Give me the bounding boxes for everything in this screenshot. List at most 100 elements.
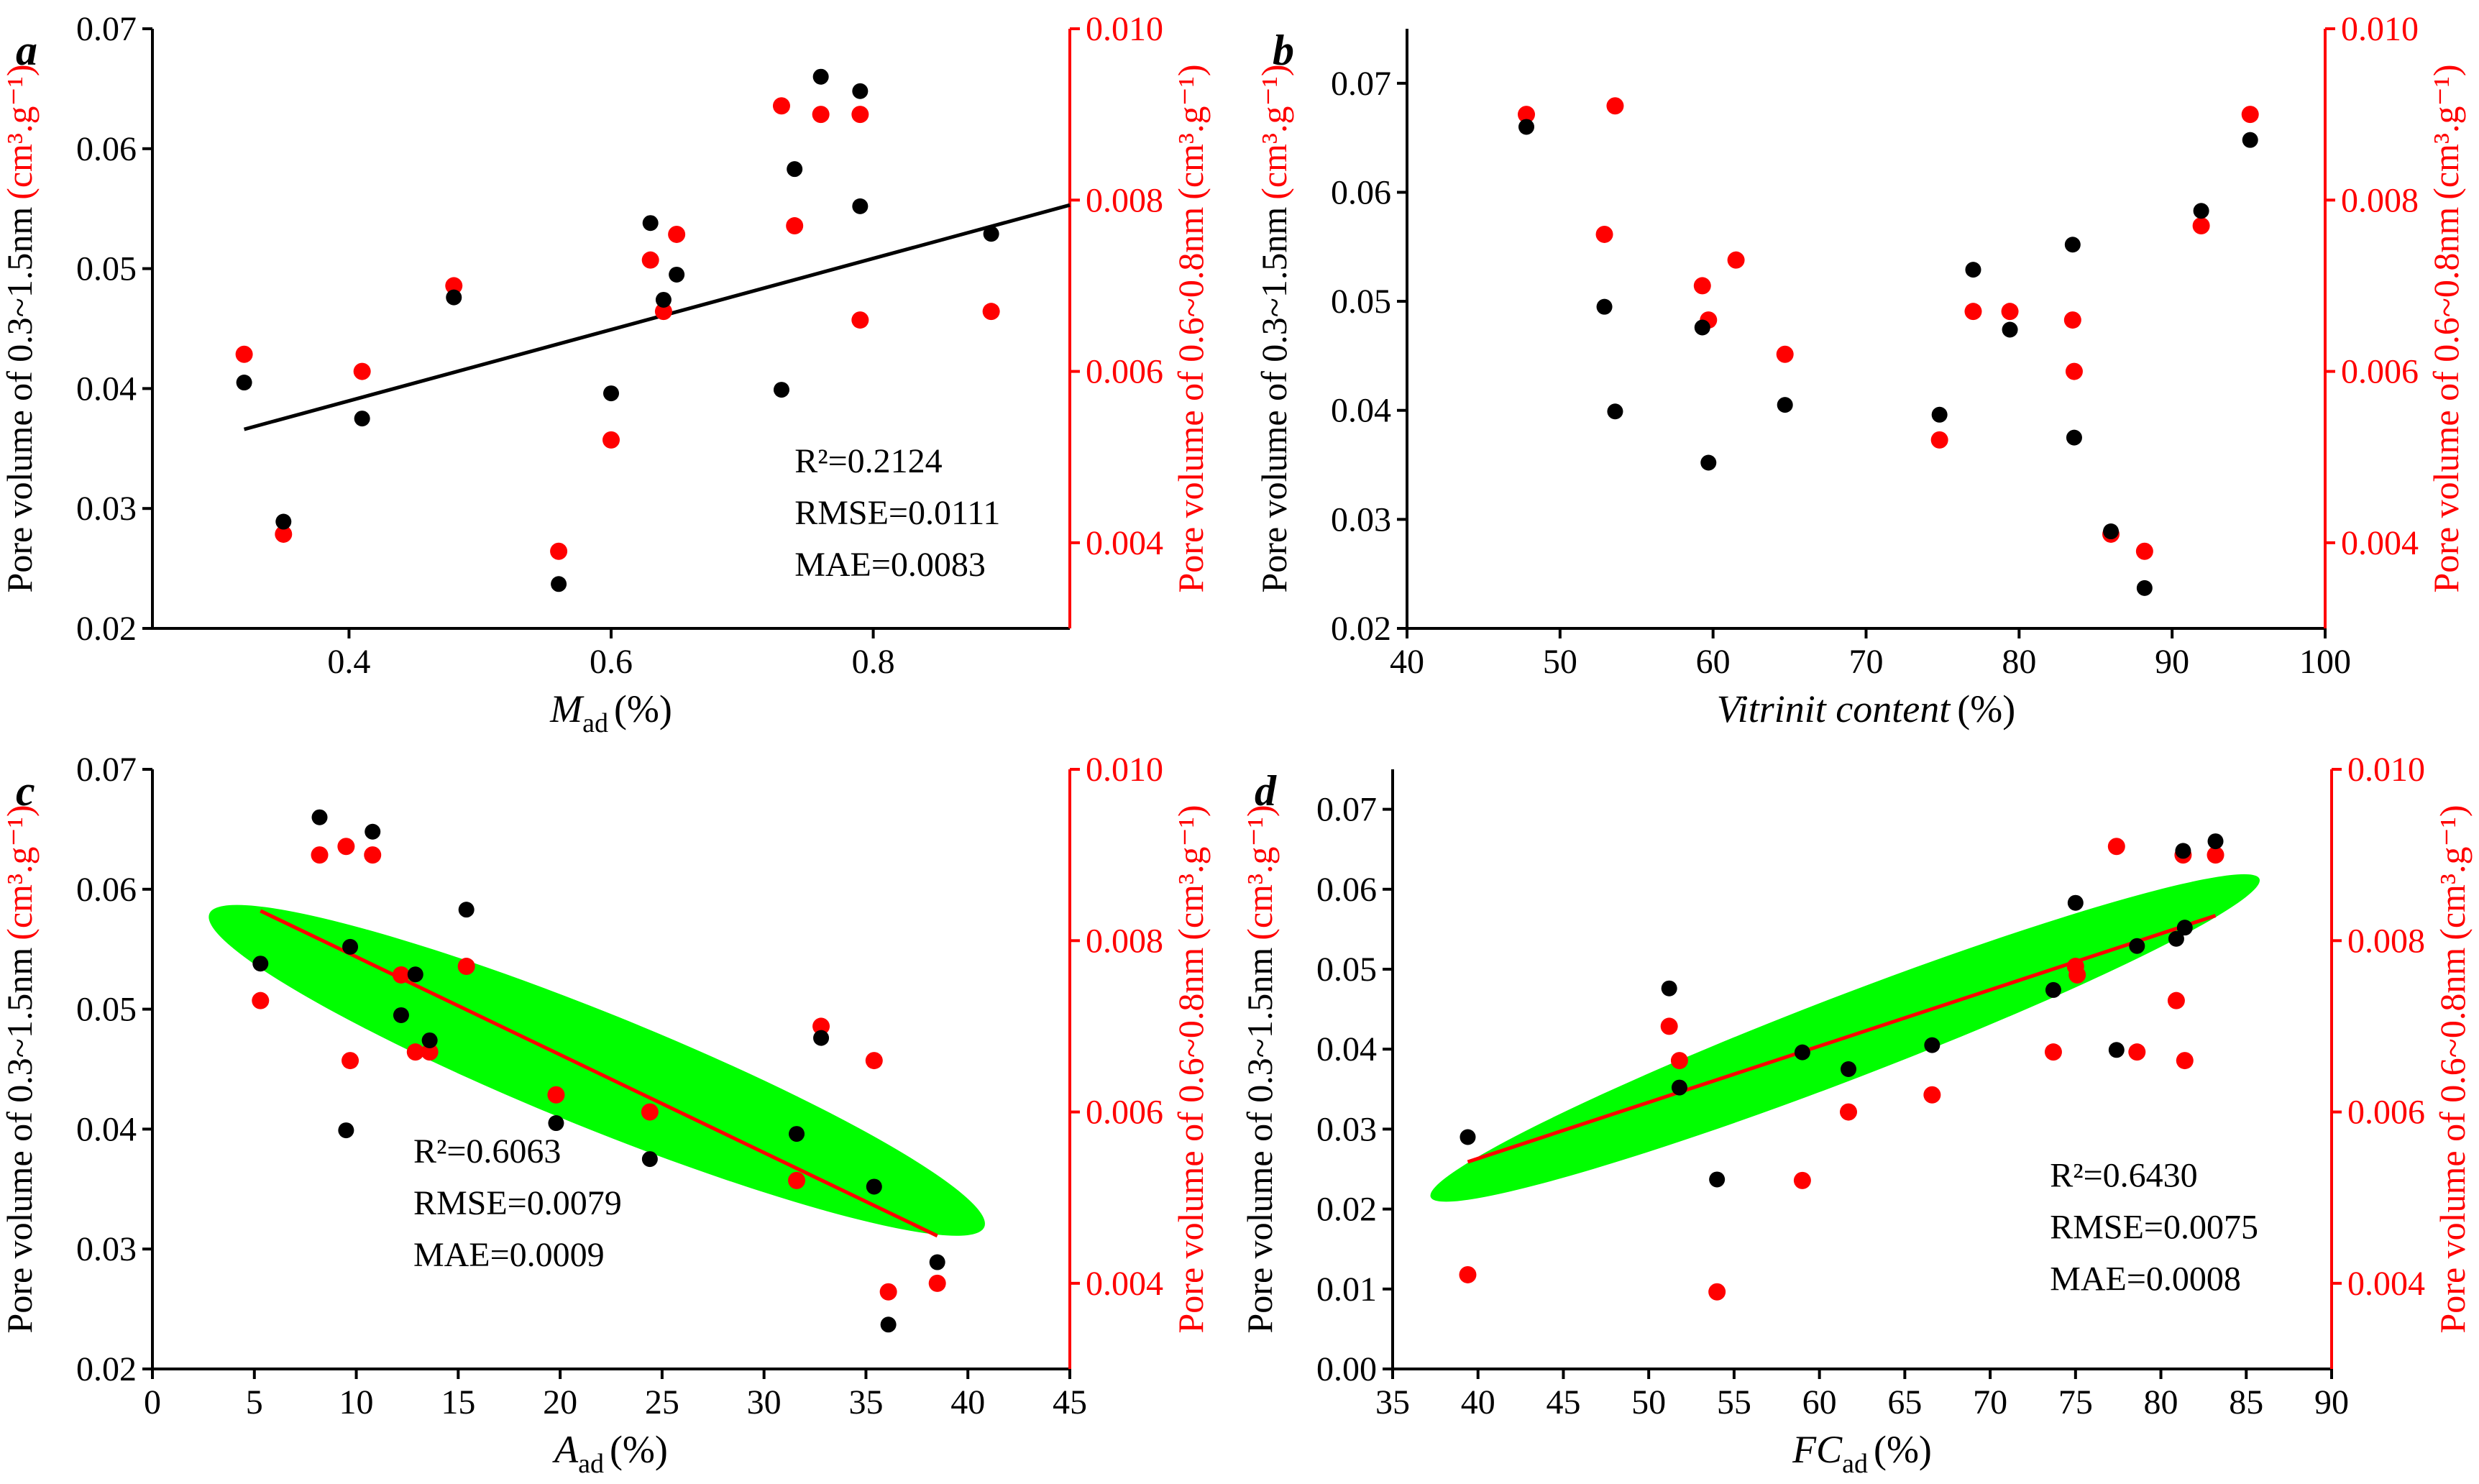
y-tick-label-left: 0.05 xyxy=(1331,283,1391,321)
stats-annotation: RMSE=0.0075 xyxy=(2050,1208,2258,1246)
black-data-point xyxy=(1965,262,1981,278)
x-tick-label: 65 xyxy=(1887,1383,1922,1421)
x-axis-title-main: A xyxy=(552,1428,579,1471)
black-data-point xyxy=(393,1007,409,1023)
black-data-point xyxy=(1671,1079,1687,1096)
stats-annotation: MAE=0.0009 xyxy=(413,1236,605,1274)
black-data-point xyxy=(1661,980,1677,997)
red-data-point xyxy=(2065,362,2083,380)
red-data-point xyxy=(445,277,463,295)
y-tick-label-left: 0.06 xyxy=(1316,871,1377,909)
y-tick-label-right: 0.006 xyxy=(2341,353,2419,391)
black-data-point xyxy=(929,1254,945,1270)
black-data-point xyxy=(1794,1044,1810,1061)
y-tick-label-left: 0.07 xyxy=(76,10,137,48)
y-axis-title-left-text: Pore volume of 0.3~1.5nm xyxy=(1240,948,1280,1334)
y-tick-label-left: 0.03 xyxy=(76,1230,137,1268)
red-data-point xyxy=(879,1283,897,1301)
red-data-point xyxy=(550,542,568,560)
red-data-point xyxy=(364,846,382,864)
y-tick-label-right: 0.004 xyxy=(2341,524,2419,562)
y-tick-label-left: 0.06 xyxy=(76,871,137,909)
y-axis-title-right: Pore volume of 0.6~0.8nm (cm³.g⁻¹) xyxy=(1170,65,1211,593)
stats-annotation: R²=0.6430 xyxy=(2050,1156,2197,1194)
red-data-point xyxy=(1459,1265,1477,1283)
red-data-point xyxy=(812,106,830,124)
panel-label: b xyxy=(1273,27,1294,74)
black-data-point xyxy=(655,291,672,308)
x-axis-title-main: M xyxy=(549,687,585,730)
y-axis-title-right: Pore volume of 0.6~0.8nm (cm³.g⁻¹) xyxy=(2432,805,2473,1334)
black-data-point xyxy=(603,385,619,402)
black-data-point xyxy=(2108,1042,2125,1058)
y-tick-label-left: 0.03 xyxy=(1316,1110,1377,1148)
red-data-point xyxy=(2128,1043,2146,1061)
x-axis-title-main: FC xyxy=(1792,1428,1843,1471)
y-axis-title-right-unit: (cm³.g⁻¹) xyxy=(1170,805,1211,940)
black-data-point xyxy=(852,198,869,214)
black-data-point xyxy=(983,226,999,242)
red-data-point xyxy=(406,1043,424,1061)
black-data-point xyxy=(642,215,659,232)
black-data-point xyxy=(2242,132,2258,148)
x-axis-title-main: Vitrinit content xyxy=(1717,687,1951,730)
y-tick-label-left: 0.04 xyxy=(1331,392,1391,430)
black-data-point xyxy=(1709,1171,1726,1188)
red-data-point xyxy=(788,1171,806,1189)
red-data-point xyxy=(786,217,804,235)
black-data-point xyxy=(458,902,475,918)
x-tick-label: 55 xyxy=(1717,1383,1751,1421)
red-data-point xyxy=(337,838,355,856)
stats-annotation: RMSE=0.0111 xyxy=(794,494,1000,532)
black-data-point xyxy=(2045,981,2061,998)
red-data-point xyxy=(1518,106,1536,124)
x-tick-label: 40 xyxy=(1461,1383,1495,1421)
x-tick-label: 60 xyxy=(1802,1383,1837,1421)
red-data-point xyxy=(772,97,790,115)
red-data-point xyxy=(353,362,371,380)
x-axis-title-unit: (%) xyxy=(1957,687,2015,730)
y-tick-label-left: 0.04 xyxy=(1316,1030,1377,1068)
black-data-point xyxy=(2193,203,2209,219)
red-data-point xyxy=(421,1043,439,1061)
stats-annotation: RMSE=0.0079 xyxy=(413,1184,622,1222)
y-tick-label-right: 0.008 xyxy=(1086,922,1163,960)
black-data-point xyxy=(1700,454,1717,471)
x-axis-title: Aad (%) xyxy=(552,1428,668,1479)
x-axis-title-unit: (%) xyxy=(614,687,672,730)
y-axis-title-right-text: Pore volume of 0.6~0.8nm xyxy=(1170,207,1211,593)
red-data-point xyxy=(1660,1017,1678,1035)
x-tick-label: 45 xyxy=(1546,1383,1580,1421)
y-axis-title-left-text: Pore volume of 0.3~1.5nm xyxy=(0,207,40,593)
panel-d: 35 40 45 50 55 60 65 70 75 80 85 90 0.00 0.01 0.02 0.03… xyxy=(1240,751,2473,1479)
red-data-point xyxy=(275,525,293,543)
red-data-point xyxy=(2192,217,2210,235)
black-data-point xyxy=(880,1316,897,1333)
x-tick-label: 70 xyxy=(1849,643,1884,681)
y-axis-title-left-text: Pore volume of 0.3~1.5nm xyxy=(0,948,40,1334)
y-axis-title-left-unit: (cm³.g⁻¹) xyxy=(0,65,40,200)
black-data-point xyxy=(813,1030,830,1046)
x-tick-label: 85 xyxy=(2229,1383,2263,1421)
red-data-point xyxy=(1727,251,1745,269)
black-data-point xyxy=(354,411,370,427)
x-tick-label: 0 xyxy=(144,1383,161,1421)
x-tick-label: 10 xyxy=(339,1383,374,1421)
red-data-point xyxy=(1670,1052,1688,1070)
black-data-point xyxy=(1596,298,1613,315)
x-axis-title-sub: ad xyxy=(578,1449,604,1479)
x-axis-title: FCad (%) xyxy=(1792,1428,1932,1479)
red-data-point xyxy=(1693,277,1711,295)
x-tick-label: 35 xyxy=(848,1383,883,1421)
red-data-point xyxy=(1840,1103,1858,1121)
red-data-point xyxy=(668,225,686,243)
y-tick-label-right: 0.008 xyxy=(2347,922,2425,960)
y-tick-label-left: 0.07 xyxy=(1316,791,1377,829)
x-tick-label: 5 xyxy=(246,1383,263,1421)
black-data-point xyxy=(787,161,803,178)
x-axis-title: Vitrinit content (%) xyxy=(1717,687,2015,730)
red-data-point xyxy=(851,106,869,124)
fit-line xyxy=(243,203,1071,431)
black-data-point xyxy=(852,83,869,99)
y-tick-label-right: 0.008 xyxy=(1086,181,1163,219)
